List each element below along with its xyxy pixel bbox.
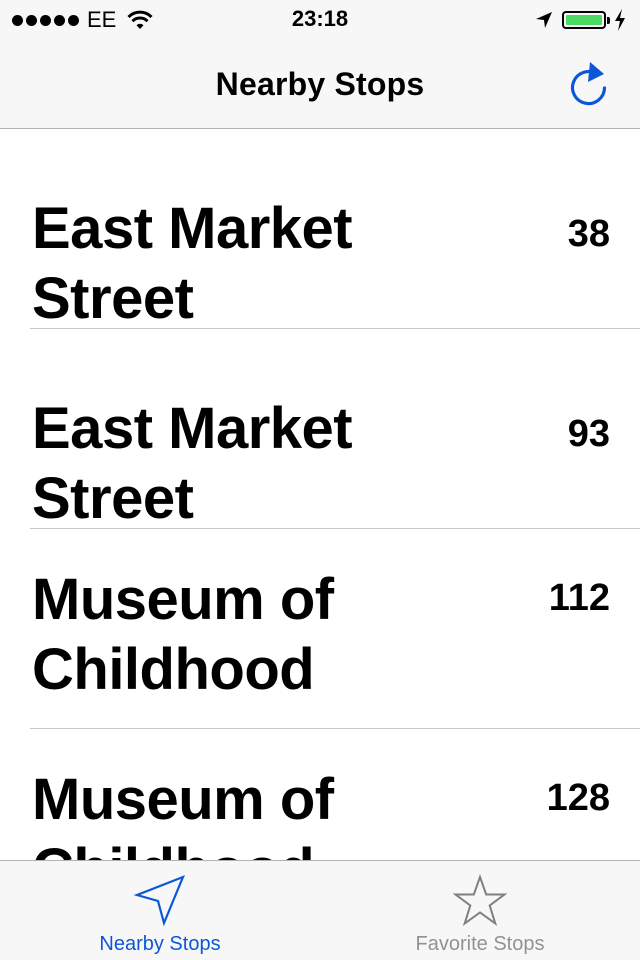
status-left: EE	[12, 7, 154, 32]
stop-name: Museum of Childhood	[32, 767, 334, 861]
list-item[interactable]: Museum of Childhood 128	[0, 729, 640, 861]
stop-name: Museum of Childhood	[32, 567, 334, 702]
battery-icon	[562, 11, 610, 29]
refresh-button[interactable]	[566, 60, 612, 108]
list-item[interactable]: East Market Street 93	[0, 329, 640, 531]
divider	[30, 728, 640, 729]
list-item[interactable]: East Market Street 38	[0, 129, 640, 331]
stop-number: 38	[567, 213, 610, 255]
tab-label: Nearby Stops	[99, 933, 221, 955]
status-time: 23:18	[291, 6, 349, 31]
tab-favorite-stops[interactable]: Favorite Stops	[320, 861, 640, 960]
status-bar: EE 23:18	[0, 0, 640, 40]
stop-name: East Market Street	[32, 396, 353, 531]
stop-number: 93	[567, 413, 610, 455]
list-item[interactable]: Museum of Childhood 112	[0, 529, 640, 729]
carrier-name: EE	[87, 7, 117, 32]
location-arrow-icon	[133, 875, 186, 927]
tab-bar: Nearby Stops Favorite Stops	[0, 860, 640, 960]
tab-nearby-stops[interactable]: Nearby Stops	[0, 861, 320, 960]
stop-number: 128	[546, 777, 610, 819]
stops-list[interactable]: East Market Street 38 East Market Street…	[0, 129, 640, 861]
divider	[30, 328, 640, 329]
divider	[30, 528, 640, 529]
charging-bolt-icon	[615, 9, 625, 31]
stop-number: 112	[548, 577, 610, 619]
star-icon	[452, 874, 508, 927]
signal-strength-icon	[12, 14, 79, 26]
page-title: Nearby Stops	[215, 66, 425, 102]
refresh-icon	[570, 62, 607, 106]
tab-label: Favorite Stops	[415, 933, 545, 955]
location-arrow-icon	[536, 12, 552, 28]
navigation-bar: Nearby Stops	[0, 40, 640, 129]
wifi-icon	[127, 10, 153, 29]
battery-level	[566, 15, 602, 25]
status-right	[534, 8, 626, 32]
stop-name: East Market Street	[32, 196, 353, 331]
